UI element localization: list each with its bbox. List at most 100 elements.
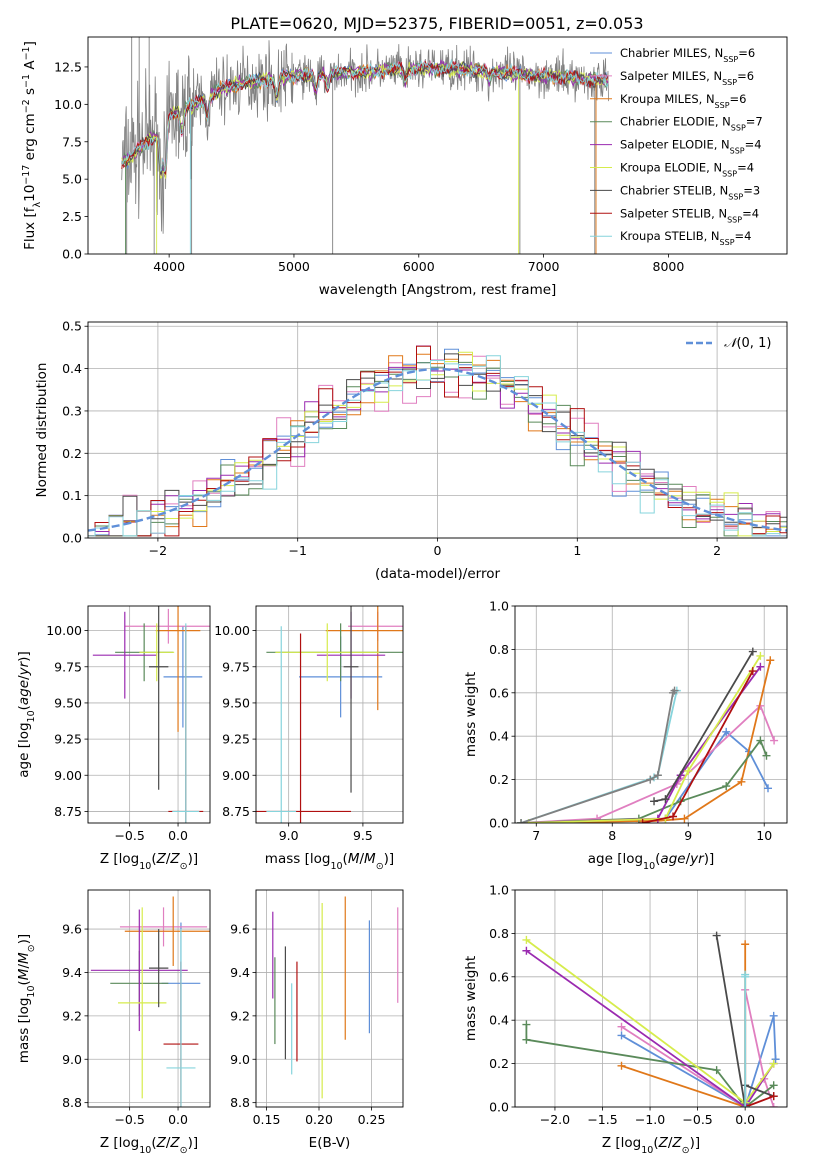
y-tick-label: 8.75 bbox=[54, 804, 82, 819]
histograms-group bbox=[88, 345, 787, 537]
y-tick-label: 10.00 bbox=[214, 623, 250, 638]
x-tick-label: 7 bbox=[532, 828, 540, 843]
x-tick-label: 6000 bbox=[403, 259, 435, 274]
x-tick-label: 9.0 bbox=[279, 828, 299, 843]
y-tick-label: 0.4 bbox=[489, 729, 509, 744]
legend-entry: Salpeter STELIB, NSSP=4 bbox=[620, 206, 759, 224]
mass-weight-line bbox=[521, 704, 775, 823]
mass-weight-marker bbox=[522, 935, 531, 944]
y-tick-label: 10.00 bbox=[46, 623, 82, 638]
y-axis-label: mass weight bbox=[463, 956, 479, 1041]
y-tick-label: 5.0 bbox=[62, 172, 82, 187]
charts-group: 4000 5000 6000 7000 80000.02.55.07.510.012.5… bbox=[16, 36, 788, 1156]
y-tick-label: 8.75 bbox=[222, 804, 250, 819]
y-axis-label: mass [log10(M/M⊙)] bbox=[16, 934, 37, 1063]
y-tick-label: 9.25 bbox=[54, 732, 82, 747]
y-tick-label: 0.2 bbox=[489, 772, 509, 787]
mass-weight-marker bbox=[741, 972, 750, 981]
x-tick-label: 8000 bbox=[653, 259, 685, 274]
mass-weight-marker bbox=[756, 662, 765, 671]
x-tick-label: 1 bbox=[573, 543, 581, 558]
mass-weight-marker bbox=[680, 814, 689, 823]
axes-spectrum: 4000 5000 6000 7000 8000 0.0 2.5 5.0 7.5 10.0 12.5… bbox=[21, 37, 763, 298]
axes-frame bbox=[514, 889, 788, 1108]
x-tick-label: −1.5 bbox=[587, 1112, 617, 1127]
mass-weight-marker bbox=[722, 727, 731, 736]
x-tick-label: 0 bbox=[434, 543, 442, 558]
y-tick-label: 8.8 bbox=[230, 1095, 250, 1110]
mass-weight-marker bbox=[741, 1103, 750, 1107]
x-tick-label: −0.5 bbox=[114, 1112, 144, 1127]
y-tick-label: 1.0 bbox=[489, 883, 509, 898]
legend-entry: Chabrier ELODIE, NSSP=7 bbox=[620, 115, 763, 133]
residual-histogram bbox=[88, 345, 787, 537]
error-bars-group bbox=[92, 606, 210, 823]
x-tick-label: 4000 bbox=[153, 259, 185, 274]
axes-frame bbox=[87, 36, 788, 255]
mass-weight-marker bbox=[669, 812, 678, 821]
axes-frame bbox=[255, 889, 404, 1108]
y-tick-label: 0.0 bbox=[489, 1100, 509, 1115]
x-axis-label: wavelength [Angstrom, rest frame] bbox=[319, 282, 557, 298]
mass-weight-marker bbox=[764, 784, 773, 793]
y-tick-label: 0.6 bbox=[489, 969, 509, 984]
axes-mass-weight-vs-age: 7 8 9 10 0.0 0.2 0.4 0.6 0.8 1.0 age [log10(age/yr… bbox=[463, 599, 787, 872]
mass-weight-marker bbox=[650, 797, 659, 806]
y-tick-label: 0.0 bbox=[62, 247, 82, 262]
mass-weight-line bbox=[744, 1095, 775, 1107]
legend-entry: Kroupa MILES, NSSP=6 bbox=[620, 92, 746, 110]
x-tick-label: −1 bbox=[288, 543, 306, 558]
y-axis-label: Flux [fλ10−17 erg cm−2 s−1 A−1] bbox=[21, 41, 43, 250]
y-tick-label: 0.5 bbox=[62, 319, 82, 334]
y-tick-label: 9.4 bbox=[62, 965, 82, 980]
axes-age-vs-z: −0.5 0.0 8.75 9.00 9.25 9.50 9.75 10.00 Z [log10… bbox=[16, 606, 210, 872]
mass-weight-marker bbox=[737, 777, 746, 786]
mass-weight-marker bbox=[770, 736, 779, 745]
page-title: PLATE=0620, MJD=52375, FIBERID=0051, z=0… bbox=[230, 14, 643, 33]
model-fit-line bbox=[121, 60, 609, 175]
x-tick-label: 0.0 bbox=[168, 828, 188, 843]
mass-weight-marker bbox=[766, 656, 775, 665]
y-tick-label: 0.8 bbox=[489, 642, 509, 657]
mass-weight-marker bbox=[748, 667, 757, 676]
spectrum-legend: Chabrier MILES, NSSP=6 Salpeter MILES, NS… bbox=[590, 46, 763, 247]
residual-histogram bbox=[88, 345, 787, 537]
error-bars-group bbox=[256, 606, 403, 823]
y-tick-label: 0.0 bbox=[489, 816, 509, 831]
mass-weight-marker bbox=[769, 1059, 778, 1068]
y-tick-label: 0.8 bbox=[489, 926, 509, 941]
y-tick-label: 9.0 bbox=[230, 1052, 250, 1067]
y-tick-label: 9.0 bbox=[62, 1052, 82, 1067]
x-tick-label: 0.15 bbox=[253, 1112, 281, 1127]
y-tick-label: 1.0 bbox=[489, 599, 509, 614]
x-tick-label: −1.0 bbox=[635, 1112, 665, 1127]
legend-entry: Kroupa ELODIE, NSSP=4 bbox=[620, 161, 754, 179]
x-tick-label: 2 bbox=[713, 543, 721, 558]
mass-weight-marker bbox=[756, 736, 765, 745]
y-tick-label: 9.00 bbox=[54, 768, 82, 783]
x-axis-label: Z [log10(Z/Z⊙)] bbox=[602, 1135, 700, 1156]
mass-weight-marker bbox=[522, 946, 531, 955]
normal-reference-curve bbox=[88, 367, 787, 532]
y-tick-label: 9.00 bbox=[222, 768, 250, 783]
axes-frame bbox=[87, 321, 788, 539]
mass-weight-marker bbox=[769, 1081, 778, 1090]
y-tick-label: 9.50 bbox=[222, 695, 250, 710]
mass-weight-marker bbox=[771, 1055, 780, 1064]
x-tick-label: −0.5 bbox=[682, 1112, 712, 1127]
mass-weight-marker bbox=[617, 1061, 626, 1070]
y-axis-label: age [log10(age/yr)] bbox=[16, 651, 37, 777]
y-tick-label: 9.6 bbox=[62, 922, 82, 937]
legend-entry: 𝒩(0, 1) bbox=[724, 336, 771, 351]
observed-spectrum-group bbox=[121, 37, 609, 254]
model-fit-line bbox=[121, 58, 609, 173]
mass-weight-marker bbox=[762, 751, 771, 760]
y-tick-label: 7.5 bbox=[62, 134, 82, 149]
residual-histogram bbox=[88, 353, 787, 537]
mass-weight-line bbox=[528, 655, 762, 823]
x-tick-label: −2 bbox=[149, 543, 167, 558]
x-tick-label: 0.20 bbox=[305, 1112, 333, 1127]
y-tick-label: 0.1 bbox=[62, 488, 82, 503]
mass-weight-series-group bbox=[522, 931, 780, 1107]
mass-weight-marker bbox=[638, 819, 647, 823]
